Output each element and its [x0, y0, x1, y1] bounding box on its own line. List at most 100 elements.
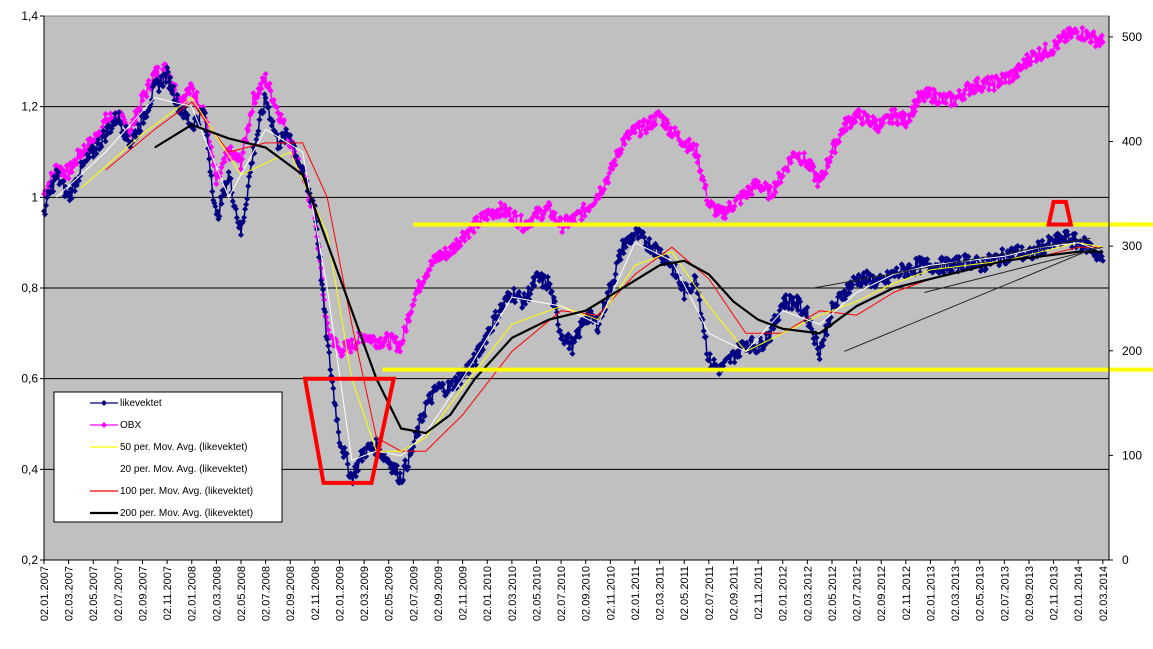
x-tick-label: 02.01.2011	[630, 566, 642, 620]
data-point	[227, 143, 234, 150]
data-point	[246, 122, 253, 129]
data-point	[961, 96, 968, 103]
data-point	[287, 132, 294, 139]
data-point	[237, 166, 244, 173]
x-tick-label: 02.05.2013	[975, 566, 987, 621]
data-point	[65, 190, 72, 197]
data-point	[451, 248, 458, 255]
data-point	[359, 457, 366, 464]
data-point	[1092, 43, 1099, 50]
data-point	[736, 353, 743, 360]
data-point	[256, 90, 263, 97]
data-point	[186, 90, 193, 97]
x-tick-label: 02.03.2009	[359, 566, 371, 621]
data-point	[457, 380, 464, 387]
left-tick-label: 0,4	[21, 462, 38, 476]
data-point	[505, 211, 512, 218]
data-point	[965, 253, 972, 260]
data-point	[811, 340, 818, 347]
data-point	[213, 180, 220, 187]
trend-line	[924, 246, 1103, 294]
data-point	[927, 86, 934, 93]
data-point	[635, 123, 642, 130]
data-point	[184, 112, 191, 119]
annotations-layer	[302, 199, 1153, 485]
data-point	[1090, 28, 1097, 35]
data-point	[216, 213, 223, 220]
data-point	[348, 336, 355, 343]
data-point	[649, 243, 656, 250]
data-point	[263, 100, 270, 107]
data-point	[727, 359, 734, 366]
data-point	[652, 121, 659, 128]
data-point	[403, 328, 410, 335]
x-tick-label: 02.03.2010	[507, 566, 519, 621]
data-point	[1036, 45, 1043, 52]
data-point	[675, 129, 682, 136]
data-point	[391, 338, 398, 345]
series-200-per-mov-avg-likevektet-	[154, 123, 1103, 435]
data-point	[551, 210, 558, 217]
data-point	[1042, 40, 1049, 47]
legend-item: OBX	[90, 420, 141, 431]
data-point	[823, 331, 830, 338]
data-point	[852, 118, 859, 125]
data-point	[91, 145, 98, 152]
data-point	[721, 205, 728, 212]
data-point	[578, 216, 585, 223]
data-point	[169, 90, 176, 97]
x-tick-label: 02.03.2007	[64, 566, 76, 621]
data-point	[716, 371, 723, 378]
data-point	[495, 314, 502, 321]
legend-label: OBX	[120, 420, 141, 431]
data-point	[581, 213, 588, 220]
data-point	[465, 234, 472, 241]
data-point	[870, 113, 877, 120]
data-point	[319, 281, 326, 288]
data-point	[510, 285, 517, 292]
x-tick-label: 02.11.2011	[753, 566, 765, 619]
data-point	[480, 346, 487, 353]
data-point	[669, 271, 676, 278]
data-point	[974, 75, 981, 82]
data-point	[1039, 237, 1046, 244]
data-point	[257, 80, 264, 87]
data-point	[788, 305, 795, 312]
x-tick-label: 02.05.2011	[679, 566, 691, 620]
data-point	[145, 77, 152, 84]
x-tick-label: 02.09.2010	[581, 566, 593, 621]
data-point	[827, 154, 834, 161]
data-point	[402, 457, 409, 464]
data-point	[702, 333, 709, 340]
data-point	[209, 188, 216, 195]
data-point	[326, 349, 333, 356]
data-point	[694, 159, 701, 166]
data-point	[697, 167, 704, 174]
data-point	[212, 203, 219, 210]
data-point	[620, 250, 627, 257]
legend-item: likevektet	[90, 398, 162, 409]
data-point	[733, 349, 740, 356]
data-point	[262, 70, 269, 77]
data-point	[470, 229, 477, 236]
x-tick-label: 02.07.2011	[704, 566, 716, 620]
data-point	[249, 108, 256, 115]
x-tick-label: 02.11.2012	[901, 566, 913, 620]
x-tick-label: 02.07.2013	[999, 566, 1011, 621]
legend-item: 200 per. Mov. Avg. (likevektet)	[90, 508, 253, 519]
data-point	[671, 124, 678, 131]
data-point	[392, 334, 399, 341]
data-point	[621, 240, 628, 247]
legend-label: 20 per. Mov. Avg. (likevektet)	[120, 464, 247, 475]
data-point	[428, 399, 435, 406]
data-point	[531, 282, 538, 289]
data-point	[814, 183, 821, 190]
data-point	[300, 167, 307, 174]
data-point	[580, 201, 587, 208]
legend-box	[53, 391, 283, 523]
data-point	[1014, 73, 1021, 80]
data-point	[267, 87, 274, 94]
data-point	[281, 130, 288, 137]
data-point	[501, 202, 508, 209]
data-point	[969, 82, 976, 89]
